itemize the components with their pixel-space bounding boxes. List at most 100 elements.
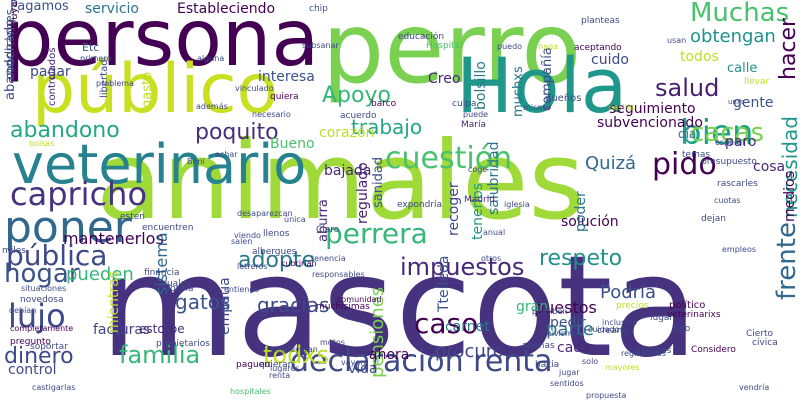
word-parques: parques bbox=[635, 346, 672, 356]
word-inclusivo: inclusivo bbox=[602, 318, 638, 327]
word-bajada: bajada bbox=[324, 163, 372, 179]
word-entiendo: entiendo bbox=[224, 285, 260, 294]
word-muchisimas: muchisimas bbox=[316, 302, 370, 312]
word-caso: caso bbox=[414, 307, 479, 340]
word-quieran: quieran bbox=[259, 360, 294, 370]
word-contribuya: contribuya bbox=[9, 1, 20, 56]
word-empleos: empleos bbox=[722, 245, 756, 254]
word-corazon: corazón bbox=[319, 125, 375, 141]
word-esten: esten bbox=[120, 212, 145, 222]
word-veterinarixs: veterinarixs bbox=[667, 310, 721, 320]
word-primero: primero bbox=[80, 54, 112, 63]
word-dia: día bbox=[678, 127, 697, 141]
word-vida: vida bbox=[348, 361, 378, 377]
word-presupuesto: presupuesto bbox=[701, 157, 757, 167]
word-pagamos: Pagamos bbox=[10, 0, 69, 14]
word-cosa: cosa bbox=[753, 159, 786, 175]
word-debian: debían bbox=[9, 306, 37, 315]
word-lugares: lugares bbox=[270, 364, 300, 373]
word-educacion: educación bbox=[398, 32, 445, 42]
word-adopte: adopte bbox=[238, 248, 316, 273]
word-chip: chip bbox=[309, 4, 328, 14]
word-unica: única bbox=[284, 215, 306, 224]
word-persona: persona bbox=[4, 0, 320, 84]
word-cacas: cacas bbox=[690, 118, 765, 148]
word-trabajo: trabajo bbox=[351, 115, 423, 139]
word-acuerdo: acuerdo bbox=[340, 111, 377, 121]
word-gracias: gracias bbox=[257, 293, 330, 317]
word-propietarios: propietarios bbox=[156, 339, 210, 349]
word-miles: miles bbox=[2, 246, 26, 256]
word-necesario: necesario bbox=[252, 110, 291, 119]
word-financia: financia bbox=[144, 268, 180, 278]
word-estorbe: estorbe bbox=[139, 322, 185, 336]
word-poquito: poquito bbox=[195, 120, 279, 145]
word-haga: haga bbox=[538, 42, 558, 51]
word-anual: anual bbox=[483, 228, 506, 237]
word-cubririan: cubrirían bbox=[281, 259, 317, 268]
word-pregunto: pregunto bbox=[10, 337, 51, 347]
word-iglesia: iglesia bbox=[504, 200, 530, 209]
word-capricho: capricho bbox=[10, 175, 148, 213]
word-forma: forma bbox=[167, 284, 194, 294]
word-civica: cívica bbox=[752, 338, 778, 348]
word-veterinario: veterinario bbox=[12, 133, 307, 196]
word-control: control bbox=[8, 362, 57, 378]
word-puestos: puestos bbox=[534, 298, 597, 317]
word-poder: poder bbox=[573, 191, 589, 232]
word-renta: renta bbox=[269, 371, 291, 380]
word-madrid: Madrid bbox=[464, 195, 495, 205]
word-vendria: vendría bbox=[739, 383, 770, 392]
word-maria: María bbox=[461, 120, 486, 130]
word-publico: público bbox=[32, 50, 279, 129]
word-familia: familia bbox=[119, 341, 201, 369]
word-respeto: respeto bbox=[539, 246, 623, 271]
word-interesa: interesa bbox=[258, 69, 315, 85]
word-barco: barco bbox=[371, 99, 397, 109]
word-duenos: dueños bbox=[545, 93, 582, 104]
word-seguimiento: seguimiento bbox=[609, 101, 696, 117]
word-quiza: Quizá bbox=[585, 153, 637, 174]
word-completamente: completamente bbox=[10, 324, 74, 333]
word-pido: pido bbox=[652, 147, 717, 182]
word-solo: solo bbox=[582, 357, 599, 366]
word-quiera: quiera bbox=[270, 92, 299, 102]
word-bimi: Bimi bbox=[187, 157, 205, 166]
word-frente: frente bbox=[772, 222, 800, 300]
word-ttelleda: Ttelleda bbox=[436, 255, 452, 312]
word-coge: coge bbox=[468, 165, 488, 174]
word-todos: todos bbox=[680, 49, 719, 65]
word-aburra: aburra bbox=[316, 199, 331, 242]
word-culpa: culpa bbox=[452, 99, 477, 109]
word-hospital: Hospital bbox=[426, 41, 463, 51]
word-poner: poner bbox=[4, 202, 132, 253]
word-mascota: mascota bbox=[100, 226, 699, 389]
word-puede: puede bbox=[463, 110, 489, 119]
word-impuestos: impuestos bbox=[400, 253, 525, 281]
word-unxs: unxs bbox=[728, 98, 745, 106]
word-vayan: vayan bbox=[341, 358, 366, 367]
word-sanidad: sanidad bbox=[371, 156, 386, 208]
word-usan: usan bbox=[667, 36, 687, 45]
word-paro: paro bbox=[725, 134, 757, 150]
word-procuro: procuro bbox=[435, 341, 504, 362]
word-pagar: pagar bbox=[30, 64, 71, 80]
word-parte: parte bbox=[546, 319, 594, 340]
word-pueden: pueden bbox=[66, 264, 134, 285]
word-animales: animales bbox=[96, 119, 585, 244]
word-obtengan: obtengan bbox=[690, 26, 776, 47]
word-albergues: albergues bbox=[252, 247, 297, 257]
word-podria: Podría bbox=[600, 282, 657, 303]
word-hogar: hogar bbox=[4, 259, 80, 289]
word-dejan: dejan bbox=[701, 214, 726, 224]
word-gran: gran bbox=[516, 299, 549, 315]
word-precios: precios bbox=[616, 301, 649, 311]
word-llenos: llenos bbox=[263, 229, 290, 239]
word-cuestion: cuestión bbox=[385, 141, 513, 176]
word-misma: misma bbox=[523, 103, 550, 112]
word-aceptando: aceptando bbox=[574, 43, 622, 53]
word-esperar: esperar bbox=[715, 138, 746, 147]
word-apenas: apenas bbox=[522, 341, 555, 351]
word-pedir: pedir bbox=[550, 315, 587, 331]
